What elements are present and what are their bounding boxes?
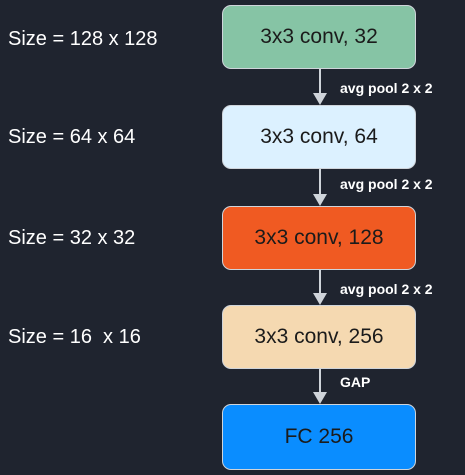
arrow-down-icon [313, 270, 327, 305]
size-label-1: Size = 128 x 128 [8, 28, 158, 50]
op-label-gap: GAP [340, 374, 371, 390]
arrow-down-icon [313, 69, 327, 105]
conv-block-256: 3x3 conv, 256 [222, 305, 416, 369]
op-label-avgpool-1: avg pool 2 x 2 [340, 80, 433, 96]
conv-block-128: 3x3 conv, 128 [222, 206, 416, 270]
size-label-2: Size = 64 x 64 [8, 126, 136, 148]
conv-block-32: 3x3 conv, 32 [222, 5, 416, 69]
op-label-avgpool-2: avg pool 2 x 2 [340, 176, 433, 192]
fc-block-256: FC 256 [222, 404, 416, 470]
arrow-down-icon [313, 369, 327, 404]
arrow-down-icon [313, 169, 327, 206]
size-label-3: Size = 32 x 32 [8, 227, 136, 249]
size-label-4: Size = 16 x 16 [8, 326, 141, 348]
op-label-avgpool-3: avg pool 2 x 2 [340, 281, 433, 297]
conv-block-64: 3x3 conv, 64 [222, 105, 416, 169]
